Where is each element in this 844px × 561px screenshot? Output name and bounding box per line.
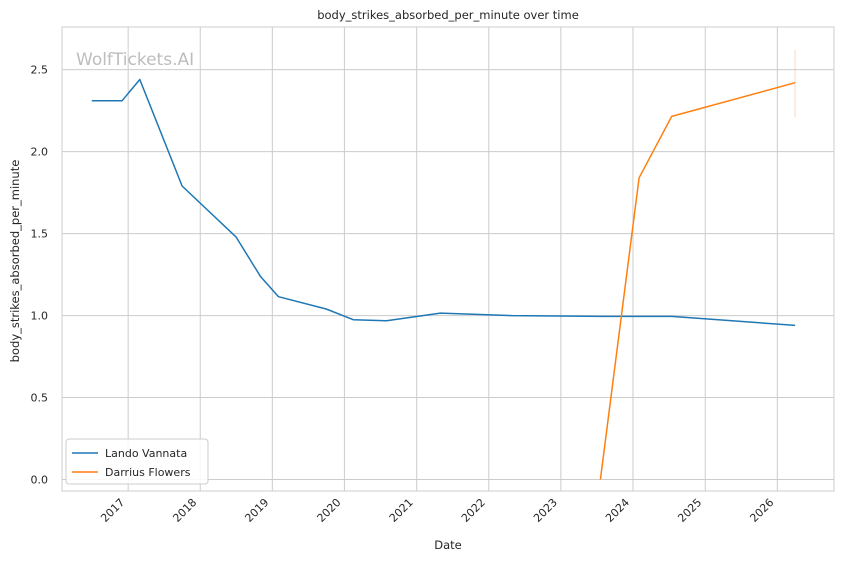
y-tick-label: 2.0 [31,146,49,159]
x-tick-label: 2023 [531,496,560,525]
y-tick-label: 1.0 [31,310,49,323]
x-tick-label: 2025 [675,496,704,525]
y-axis-ticks: 0.0 0.5 1.0 1.5 2.0 2.5 [31,64,49,487]
x-tick-label: 2020 [315,496,344,525]
series-layer [91,49,796,480]
y-axis-label: body_strikes_absorbed_per_minute [8,160,22,363]
legend-label-lando-vannata: Lando Vannata [105,447,187,460]
x-axis-label: Date [434,538,462,552]
x-tick-label: 2019 [242,496,271,525]
x-tick-label: 2018 [170,496,199,525]
legend: Lando Vannata Darrius Flowers [65,438,209,485]
x-tick-label: 2017 [98,496,127,525]
y-tick-label: 1.5 [31,228,49,241]
x-tick-label: 2026 [747,496,776,525]
x-axis-ticks: 2017 2018 2019 2020 2021 2022 2023 2024 2025 2026 [98,496,776,525]
y-tick-label: 0.5 [31,392,49,405]
watermark: WolfTickets.AI [76,50,194,70]
y-tick-label: 0.0 [31,474,49,487]
plot-area [61,26,835,492]
legend-box [65,438,209,485]
x-gridlines [127,27,778,491]
legend-label-darrius-flowers: Darrius Flowers [105,466,191,479]
chart-title: body_strikes_absorbed_per_minute over ti… [317,8,579,22]
y-tick-label: 2.5 [31,64,49,77]
x-tick-label: 2021 [387,496,416,525]
series-line-lando-vannata [91,78,796,327]
series-line-darrius-flowers [599,81,796,480]
x-tick-label: 2024 [603,496,632,525]
x-tick-label: 2022 [459,496,488,525]
